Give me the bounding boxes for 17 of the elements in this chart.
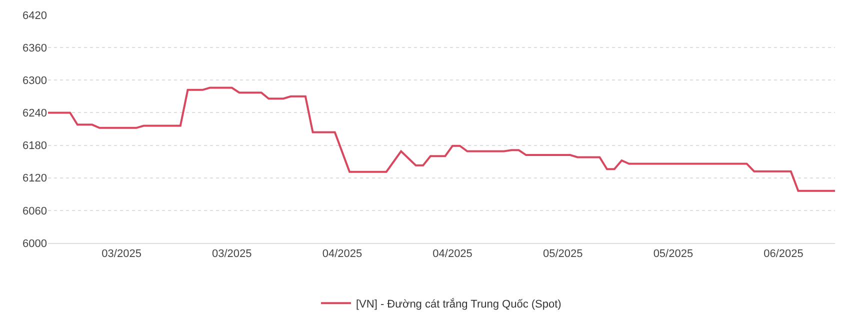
x-tick-label: 05/2025	[542, 248, 583, 260]
y-tick-label: 6180	[22, 140, 47, 152]
y-tick-label: 6060	[22, 205, 47, 218]
y-tick-label: 6360	[22, 42, 47, 54]
x-tick-label: 04/2025	[322, 248, 362, 260]
x-tick-label: 05/2025	[653, 248, 694, 260]
line-series	[48, 86, 835, 192]
x-tick-label: 06/2025	[764, 248, 804, 260]
x-tick-label: 03/2025	[102, 248, 142, 260]
y-tick-label: 6000	[22, 238, 47, 250]
legend-label: [VN] - Đường cát trắng Trung Quốc (Spot)	[356, 297, 562, 310]
y-tick-label: 6300	[22, 74, 47, 87]
x-tick-label: 04/2025	[432, 248, 472, 260]
x-tick-label: 03/2025	[212, 248, 252, 260]
y-tick-label: 6420	[22, 10, 47, 22]
y-tick-label: 6120	[22, 172, 47, 185]
y-tick-label: 6240	[22, 108, 47, 120]
